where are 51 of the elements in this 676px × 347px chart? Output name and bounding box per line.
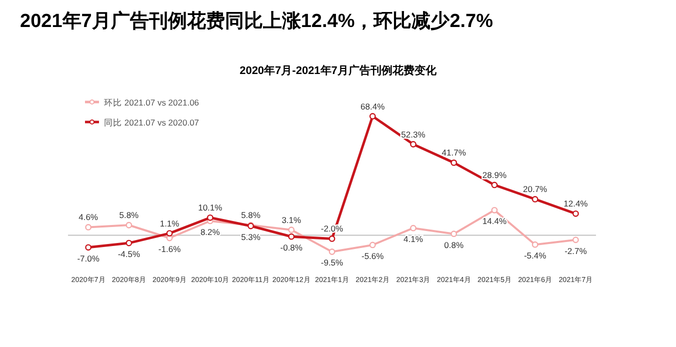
point [328,236,336,242]
value-label: -0.8% [280,242,302,253]
legend-label: 环比 2021.07 vs 2021.06 [104,98,200,108]
value-label: 4.1% [404,234,423,244]
point [369,242,376,248]
point [410,141,416,148]
value-label: 5.8% [241,210,260,220]
point [491,182,498,188]
point [126,240,132,246]
point [450,159,458,166]
point [85,244,92,251]
point [126,222,132,228]
chart-subtitle: 2020年7月-2021年7月广告刊例花费变化 [240,64,438,77]
value-label: -5.4% [524,250,546,261]
point [328,248,336,255]
value-label: 5.3% [241,232,260,242]
value-label: 4.6% [78,212,98,222]
point [288,233,295,240]
value-label: 10.1% [198,202,222,213]
value-label: 1.1% [160,218,180,228]
point [572,236,579,244]
legend-label: 同比 2021.07 vs 2020.07 [104,118,200,128]
point [532,241,538,248]
value-label: -1.6% [158,244,181,254]
point [288,226,295,234]
value-label: -9.5% [320,258,344,268]
value-label: -2.7% [564,246,587,256]
value-label: -4.5% [118,249,140,260]
value-label: 52.3% [401,129,426,140]
value-label: 41.7% [442,148,466,158]
point [572,210,579,217]
point [491,206,498,214]
value-label: 5.8% [119,210,139,220]
chart-title: 2021年7月广告刊例花费同比上涨12.4%，环比减少2.7% [20,10,494,32]
value-label: 0.8% [444,240,464,250]
value-label: 14.4% [482,216,507,226]
point [410,224,416,232]
point [166,230,173,237]
value-label: 20.7% [523,184,548,194]
value-label: 8.2% [200,226,220,237]
value-label: -5.6% [362,250,384,261]
point [206,214,214,221]
value-label: 12.4% [564,198,588,209]
value-label: 3.1% [282,214,302,225]
value-label: -7.0% [77,253,100,264]
point [450,230,458,238]
point [85,224,92,230]
value-label: 68.4% [360,101,385,112]
point [532,196,538,202]
point [369,113,376,120]
value-label: 28.9% [482,170,507,180]
